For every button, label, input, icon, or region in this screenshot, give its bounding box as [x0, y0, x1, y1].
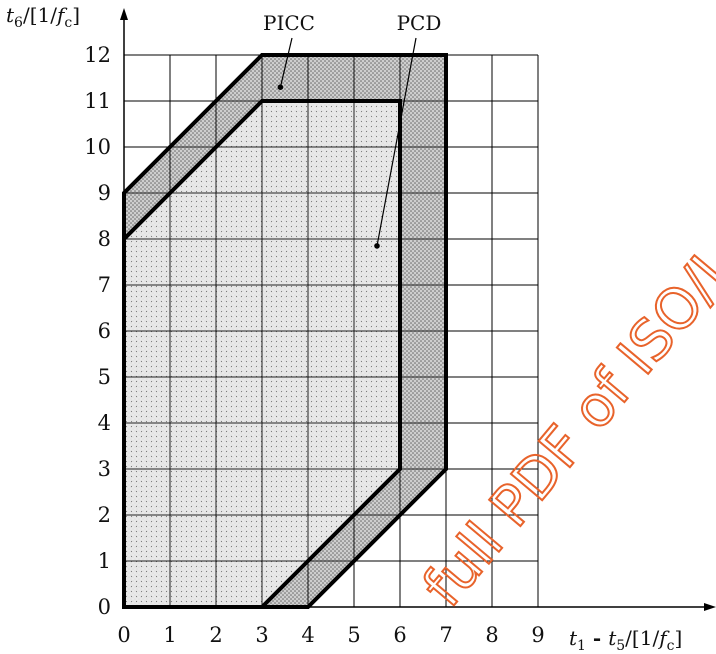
y-tick-label: 8: [98, 227, 111, 251]
x-tick-label: 4: [301, 623, 314, 647]
x-tick-label: 0: [117, 623, 130, 647]
y-tick-label: 11: [84, 89, 111, 113]
x-axis-arrow-icon: [704, 603, 716, 611]
y-tick-label: 5: [98, 365, 111, 389]
x-tick-label: 8: [485, 623, 498, 647]
region-label-pcd: PCD: [397, 11, 442, 35]
region-labels: PICC PCD: [263, 11, 441, 249]
leader-dot-pcd: [374, 243, 380, 249]
y-axis-arrow-icon: [120, 8, 128, 20]
regions: [122, 53, 539, 609]
x-tick-label: 6: [393, 623, 406, 647]
axes: [120, 8, 716, 611]
y-tick-label: 3: [98, 457, 111, 481]
x-axis-label: t1 - t5/[1/fc]: [569, 626, 682, 654]
y-tick-label: 1: [98, 549, 111, 573]
y-tick-label: 12: [84, 43, 111, 67]
y-tick-label: 0: [98, 595, 111, 619]
x-tick-label: 1: [163, 623, 176, 647]
x-tick-label: 5: [347, 623, 360, 647]
y-tick-label: 2: [98, 503, 111, 527]
x-tick-label: 3: [255, 623, 268, 647]
x-tick-label: 9: [531, 623, 544, 647]
leader-dot-picc: [277, 84, 284, 90]
watermark-text: full PDF of ISO/I: [411, 245, 716, 619]
y-tick-label: 7: [98, 273, 111, 297]
y-tick-label: 4: [98, 411, 111, 435]
y-tick-label: 10: [84, 135, 111, 159]
y-tick-label: 6: [98, 319, 111, 343]
x-tick-label: 2: [209, 623, 222, 647]
region-label-picc: PICC: [263, 11, 315, 35]
y-axis-label: t6/[1/fc]: [6, 3, 80, 31]
leader-line-pcd: [376, 37, 417, 247]
x-tick-label: 7: [439, 623, 452, 647]
y-tick-label: 9: [98, 181, 111, 205]
leader-line-picc: [279, 37, 293, 88]
